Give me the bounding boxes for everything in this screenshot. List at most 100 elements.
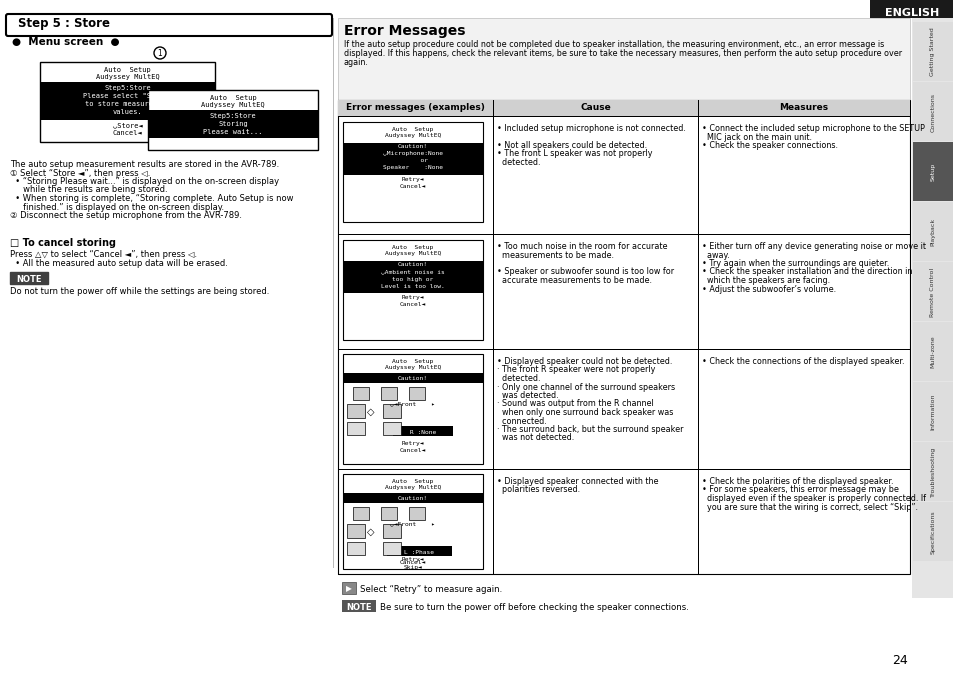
Text: Auto  Setup: Auto Setup	[210, 95, 256, 101]
Text: The auto setup measurement results are stored in the AVR-789.: The auto setup measurement results are s…	[10, 160, 279, 169]
Bar	[343, 143, 482, 175]
Bar	[337, 574, 909, 575]
Text: ●  Menu screen  ●: ● Menu screen ●	[12, 37, 119, 47]
Text: Measures: Measures	[779, 103, 828, 113]
Bar	[912, 142, 952, 201]
Bar	[347, 404, 365, 418]
Text: Setup: Setup	[929, 163, 935, 181]
Text: Caution!: Caution!	[397, 497, 428, 502]
Bar	[343, 474, 482, 569]
Text: detected.: detected.	[497, 374, 540, 383]
Text: Retry◄: Retry◄	[401, 294, 424, 300]
Bar	[493, 116, 494, 234]
Text: L :Phase: L :Phase	[403, 549, 434, 554]
Text: ◡◄Front    ▸: ◡◄Front ▸	[390, 402, 435, 406]
Text: MIC jack on the main unit.: MIC jack on the main unit.	[701, 132, 811, 142]
Text: • Connect the included setup microphone to the SETUP: • Connect the included setup microphone …	[701, 124, 923, 133]
Text: Cancel◄: Cancel◄	[399, 448, 426, 454]
Bar	[337, 349, 909, 350]
Text: when only one surround back speaker was: when only one surround back speaker was	[497, 408, 673, 417]
Bar	[40, 62, 214, 142]
Text: • Too much noise in the room for accurate: • Too much noise in the room for accurat…	[497, 242, 667, 251]
Bar	[912, 202, 952, 261]
Text: Playback: Playback	[929, 218, 935, 246]
Text: 1: 1	[157, 49, 162, 57]
Bar	[698, 469, 699, 574]
Bar	[382, 524, 400, 538]
Bar	[337, 100, 909, 116]
Text: detected.: detected.	[497, 158, 540, 167]
Bar	[698, 116, 699, 234]
Bar	[912, 502, 952, 561]
Text: Retry◄: Retry◄	[401, 176, 424, 182]
Text: ◇: ◇	[367, 407, 375, 417]
Text: Caution!: Caution!	[397, 263, 428, 267]
Text: • Check the polarities of the displayed speaker.: • Check the polarities of the displayed …	[701, 477, 893, 486]
Text: Step5:Store: Step5:Store	[104, 85, 151, 91]
Text: Please select "Store": Please select "Store"	[83, 93, 172, 99]
Text: values.: values.	[112, 109, 142, 115]
Text: Speaker    :None: Speaker :None	[382, 165, 442, 171]
Bar	[343, 122, 482, 222]
Bar	[912, 442, 952, 501]
Text: ◡◄Front    ▸: ◡◄Front ▸	[390, 522, 435, 526]
Text: Be sure to turn the power off before checking the speaker connections.: Be sure to turn the power off before che…	[379, 603, 688, 612]
Bar	[493, 100, 494, 116]
Bar	[343, 373, 482, 383]
Text: Please wait...: Please wait...	[203, 129, 262, 135]
Text: Multi-zone: Multi-zone	[929, 335, 935, 369]
Text: Press △▽ to select “Cancel ◄”, then press ◁.: Press △▽ to select “Cancel ◄”, then pres…	[10, 250, 197, 259]
Text: Audyssey MultEQ: Audyssey MultEQ	[384, 252, 440, 256]
Text: Audyssey MultEQ: Audyssey MultEQ	[201, 102, 265, 108]
Text: ▶: ▶	[346, 585, 352, 593]
Text: Error messages (examples): Error messages (examples)	[346, 103, 484, 113]
Text: Select “Retry” to measure again.: Select “Retry” to measure again.	[359, 585, 501, 593]
Text: displayed. If this happens, check the relevant items, be sure to take the necess: displayed. If this happens, check the re…	[344, 49, 902, 58]
Bar	[333, 18, 334, 568]
Text: Troubleshooting: Troubleshooting	[929, 447, 935, 497]
Bar	[387, 546, 452, 556]
Text: · The surround back, but the surround speaker: · The surround back, but the surround sp…	[497, 425, 682, 434]
Text: Level is too low.: Level is too low.	[381, 284, 444, 288]
Text: while the results are being stored.: while the results are being stored.	[10, 186, 168, 194]
Bar	[869, 0, 953, 18]
Text: connected.: connected.	[497, 416, 546, 425]
Text: • The front L speaker was not properly: • The front L speaker was not properly	[497, 149, 652, 159]
Bar	[911, 18, 953, 598]
Bar	[912, 262, 952, 321]
Text: Skip◄: Skip◄	[403, 564, 422, 570]
Text: • “Storing Please wait...” is displayed on the on-screen display: • “Storing Please wait...” is displayed …	[10, 177, 279, 186]
Bar	[148, 90, 317, 150]
Bar	[380, 387, 396, 400]
Text: NOTE: NOTE	[16, 275, 42, 284]
Text: • Try again when the surroundings are quieter.: • Try again when the surroundings are qu…	[701, 259, 888, 268]
Text: Storing: Storing	[218, 121, 248, 127]
Bar	[409, 387, 424, 400]
Text: accurate measurements to be made.: accurate measurements to be made.	[497, 276, 651, 285]
Text: Retry◄: Retry◄	[401, 441, 424, 446]
Text: · Only one channel of the surround speakers: · Only one channel of the surround speak…	[497, 383, 675, 392]
Text: • For some speakers, this error message may be: • For some speakers, this error message …	[701, 485, 898, 495]
Text: polarities reversed.: polarities reversed.	[497, 485, 579, 495]
Text: Auto  Setup: Auto Setup	[392, 126, 434, 132]
Text: □ To cancel storing: □ To cancel storing	[10, 238, 116, 248]
Text: Cancel◄: Cancel◄	[399, 302, 426, 306]
Bar	[343, 493, 482, 503]
Bar	[337, 234, 909, 235]
Text: ① Select “Store ◄”, then press ◁.: ① Select “Store ◄”, then press ◁.	[10, 169, 151, 178]
Bar	[341, 600, 375, 612]
Text: displayed even if the speaker is properly connected. If: displayed even if the speaker is properl…	[701, 494, 925, 503]
Text: Auto  Setup: Auto Setup	[392, 244, 434, 250]
Text: or: or	[397, 159, 428, 163]
Text: • Either turn off any device generating noise or move it: • Either turn off any device generating …	[701, 242, 925, 251]
Bar	[912, 22, 952, 81]
Bar	[698, 234, 699, 349]
Text: • Adjust the subwoofer’s volume.: • Adjust the subwoofer’s volume.	[701, 284, 835, 294]
Text: Audyssey MultEQ: Audyssey MultEQ	[95, 74, 159, 80]
Bar	[493, 469, 494, 574]
Text: Auto  Setup: Auto Setup	[104, 67, 151, 73]
Text: Cancel◄: Cancel◄	[112, 130, 142, 136]
Text: too high or: too high or	[392, 277, 434, 281]
Text: Step5:Store: Step5:Store	[210, 113, 256, 119]
Text: · Sound was output from the R channel: · Sound was output from the R channel	[497, 400, 653, 408]
